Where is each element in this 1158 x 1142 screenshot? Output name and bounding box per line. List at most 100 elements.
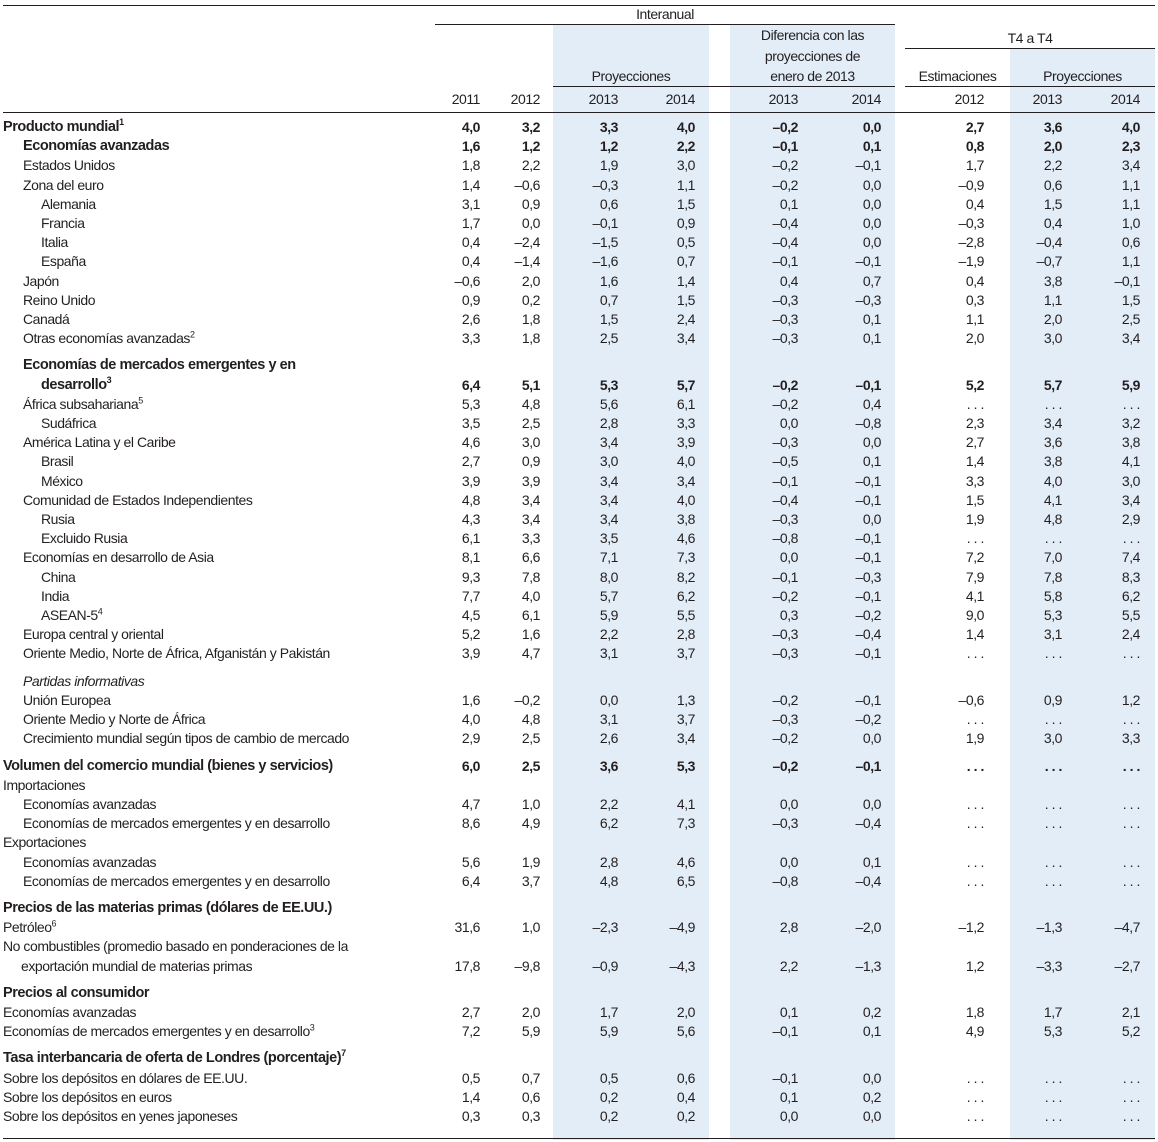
row-label-text: Sudáfrica [41,415,97,432]
cell-diff-2013: –0,3 [772,330,799,347]
cell-diff-2013: 0,0 [779,853,799,870]
cell-proj-2013: 1,6 [599,272,619,289]
cell-t4-2014: –4,7 [1114,919,1141,936]
cell-est-2012: . . . [966,1107,985,1124]
cell-diff-2014: 0,0 [862,234,882,251]
cell-2011: 1,7 [461,215,481,232]
column-gap [709,749,730,776]
year-proj-2014: 2014 [665,91,696,107]
row-label-text: Otras economías avanzadas [23,330,190,347]
cell-t4-2014: 4,0 [1121,119,1141,135]
cell-2011: 1,8 [461,157,481,174]
cell-diff-2013: –0,3 [772,311,799,328]
cell-proj-2014: 1,5 [676,291,696,308]
cell-t4-2014: . . . [1122,395,1141,412]
row-label-text: Precios al consumidor [3,984,150,1001]
cell-2012: 2,0 [521,272,541,289]
table-row: España 0,4 –1,4 –1,6 0,7 –0,1 –0,1 –1,9 –0,7 1,1 [3,252,1155,271]
cell-diff-2013: 0,0 [779,415,799,432]
column-gap [895,1107,905,1126]
cell-t4-2013: 1,7 [1043,1003,1063,1020]
cell-t4-2014: 1,1 [1121,176,1141,193]
table-row: Precios de las materias primas (dólares … [3,891,1155,918]
row-label: Precios al consumidor [3,976,435,1003]
row-label: Economías avanzadas [3,137,435,156]
cell-t4-2013: 2,0 [1043,311,1063,328]
cell-t4-2014: 3,4 [1121,157,1141,174]
cell-diff-2013: –0,1 [772,1069,799,1086]
cell-2011: 1,6 [461,691,481,708]
cell-proj-2014 [631,776,709,795]
cell-diff-2013: –0,2 [772,119,799,135]
cell-proj-2013: 3,1 [599,645,619,662]
cell-proj-2013: –1,6 [592,253,619,270]
shade-projections [553,25,709,1140]
cell-2011: 4,0 [461,119,481,135]
cell-proj-2014: 0,6 [676,1069,696,1086]
cell-est-2012 [905,976,1010,1003]
cell-diff-2014 [812,976,895,1003]
row-label: ASEAN-54 [3,606,435,625]
cell-proj-2014: 3,9 [676,434,696,451]
row-label: Economías de mercados emergentes y en de… [3,814,435,833]
cell-2012: 2,5 [521,757,541,774]
cell-est-2012: . . . [966,395,985,412]
table-row: Economías avanzadas 2,7 2,0 1,7 2,0 0,1 0,2 1,8… [3,1003,1155,1022]
footnote-marker: 5 [138,395,143,406]
column-gap [709,1107,730,1126]
cell-proj-2014: 4,0 [676,491,696,508]
cell-proj-2014: 5,5 [676,607,696,624]
row-label-text: Comunidad de Estados Independientes [23,491,253,508]
cell-est-2012: . . . [966,711,985,728]
row-label: Oriente Medio, Norte de África, Afganist… [3,644,435,663]
column-gap [895,1003,905,1022]
cell-diff-2013: –0,8 [772,530,799,547]
cell-2011: 0,4 [461,234,481,251]
column-gap [709,452,730,471]
cell-2011: 0,5 [461,1069,481,1086]
column-gap [895,252,905,271]
cell-t4-2014: 7,4 [1121,549,1141,566]
cell-t4-2013: –3,3 [1036,957,1063,974]
column-gap [895,214,905,233]
cell-2011: 5,6 [461,853,481,870]
column-gap [709,976,730,1003]
header-t4: T4 a T4 [1007,30,1053,46]
row-label: Unión Europea [3,691,435,710]
cell-t4-2014: 3,8 [1121,434,1141,451]
row-label-text: Importaciones [3,776,86,793]
row-label-text: España [41,253,86,270]
column-gap [709,233,730,252]
cell-t4-2014: . . . [1122,1088,1141,1105]
cell-proj-2014: 6,2 [676,587,696,604]
row-label-text: Francia [41,215,85,232]
cell-t4-2013: . . . [1044,645,1063,662]
year-proj-2013: 2013 [588,91,619,107]
footnote-marker: 6 [51,918,57,929]
cell-proj-2014: 3,3 [676,415,696,432]
row-label: Sobre los depósitos en euros [3,1088,435,1107]
top-rule [3,5,1155,6]
column-gap [895,1069,905,1088]
cell-t4-2013: 3,6 [1043,434,1063,451]
cell-2012: 3,2 [521,119,541,135]
header-diferencia-2: proyecciones de [764,48,861,64]
cell-2012: 4,0 [521,587,541,604]
cell-t4-2014: . . . [1122,530,1141,547]
cell-proj-2013: 8,0 [599,568,619,585]
cell-proj-2013: 3,3 [599,119,619,135]
cell-2011 [435,891,490,918]
cell-diff-2014: 0,1 [862,330,882,347]
cell-proj-2014: –4,9 [669,919,696,936]
cell-2011: 3,1 [461,195,481,212]
cell-est-2012: –1,9 [958,253,985,270]
cell-diff-2013: 0,0 [779,1107,799,1124]
column-gap [895,853,905,872]
row-label-text: Oriente Medio y Norte de África [23,711,206,728]
table-row: Economías de mercados emergentes y en de… [3,814,1155,833]
row-label-text: Economías avanzadas [23,138,170,155]
column-gap [709,891,730,918]
cell-t4-2013: 7,0 [1043,549,1063,566]
cell-2011: 1,4 [461,1088,481,1105]
cell-t4-2014: 4,1 [1121,453,1141,470]
